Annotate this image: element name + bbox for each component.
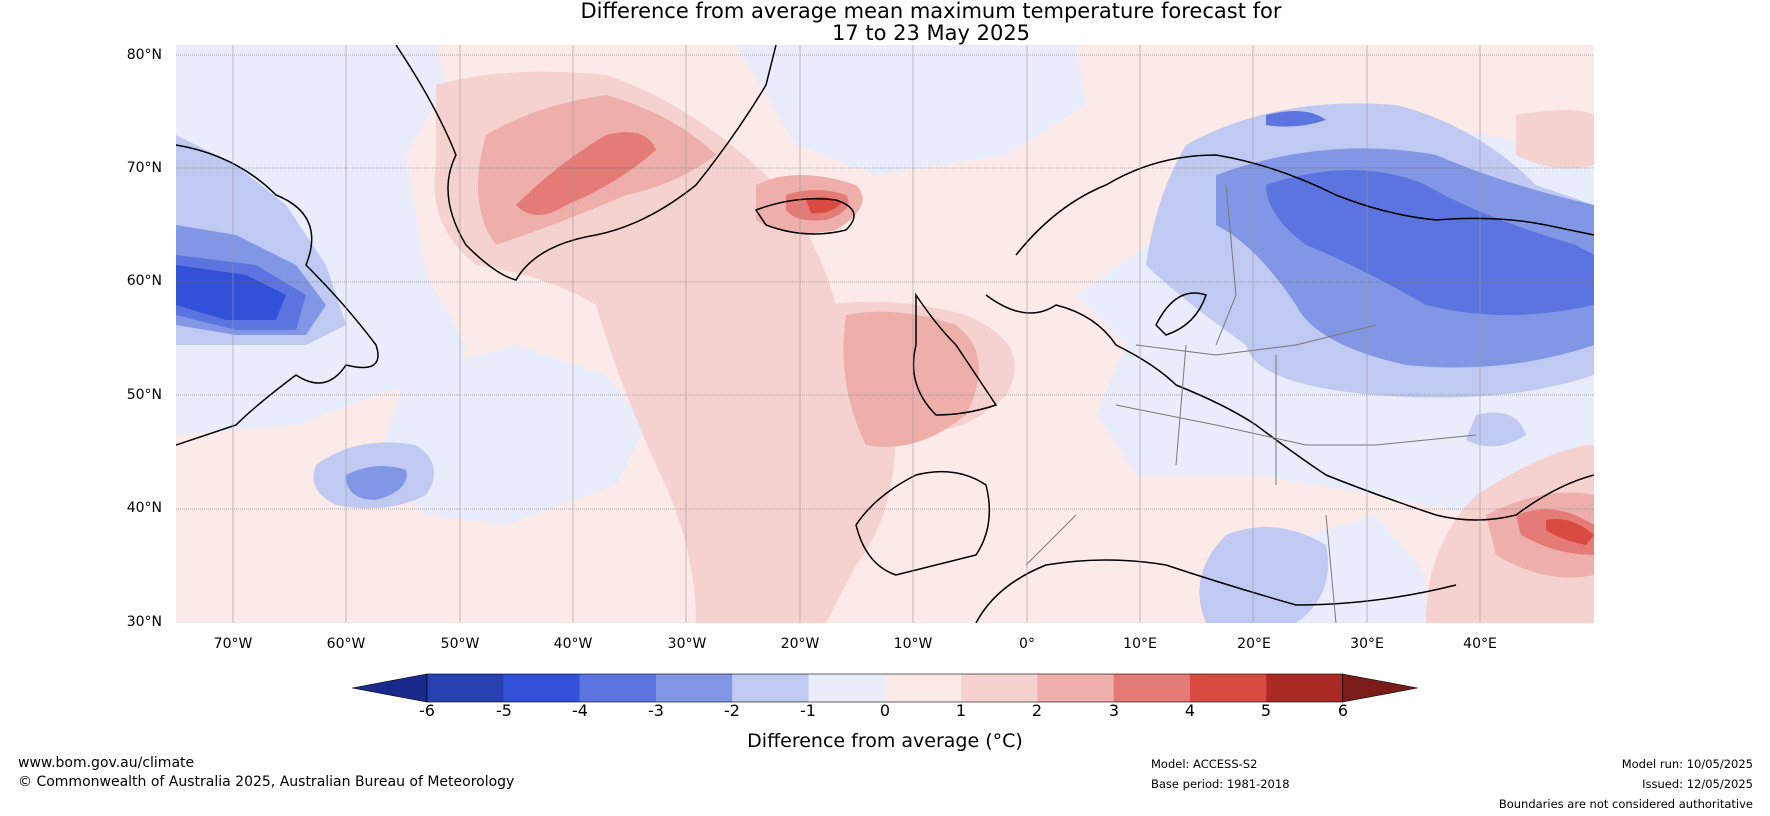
colorbar-tick: -6: [419, 701, 435, 720]
lat-label-70n: 70°N: [126, 160, 162, 176]
colorbar-tick: 5: [1260, 701, 1272, 720]
anomaly-fill-minus5: [176, 265, 286, 320]
colorbar-segment: [1037, 674, 1115, 702]
colorbar-label: Difference from average (°C): [747, 730, 1023, 752]
colorbar-tick: 1: [955, 701, 967, 720]
colorbar-tick: -4: [572, 701, 588, 720]
copyright-text: © Commonwealth of Australia 2025, Austra…: [18, 774, 515, 790]
colorbar-tick: -2: [724, 701, 740, 720]
anomaly-fill-plus5: [806, 197, 1594, 545]
lon-label-40e: 40°E: [1463, 636, 1497, 652]
colorbar-extend-high: [1342, 673, 1418, 703]
website-link[interactable]: www.bom.gov.au/climate: [18, 755, 195, 771]
meridians: [232, 45, 1481, 623]
colorbar-tick: -3: [648, 701, 664, 720]
lon-label-70w: 70°W: [213, 636, 253, 652]
forecast-map: [176, 45, 1594, 623]
colorbar: [352, 673, 1418, 703]
colorbar-segment: [961, 674, 1038, 702]
colorbar-frame: [426, 673, 1343, 703]
colorbar-tick: 0: [879, 701, 891, 720]
lat-label-40n: 40°N: [126, 500, 162, 516]
colorbar-tick: 6: [1337, 701, 1349, 720]
map-title-line1: Difference from average mean maximum tem…: [580, 0, 1282, 23]
colorbar-segment: [579, 674, 657, 702]
lat-label-50n: 50°N: [126, 387, 162, 403]
colorbar-segment: [732, 674, 809, 702]
colorbar-segment: [1266, 674, 1344, 702]
colorbar-tick: 4: [1184, 701, 1196, 720]
lon-label-0: 0°: [1019, 636, 1035, 652]
colorbar-tick: -1: [800, 701, 816, 720]
lon-label-50w: 50°W: [440, 636, 480, 652]
map-canvas: [176, 45, 1594, 623]
colorbar-tick: 3: [1108, 701, 1120, 720]
lat-label-80n: 80°N: [126, 47, 162, 63]
lon-label-10e: 10°E: [1123, 636, 1157, 652]
colorbar-extend-low: [352, 673, 428, 703]
lon-label-30e: 30°E: [1350, 636, 1384, 652]
base-period: Base period: 1981-2018: [1151, 777, 1290, 791]
colorbar-tick: 2: [1031, 701, 1043, 720]
colorbar-segment: [655, 674, 733, 702]
map-title-line2: 17 to 23 May 2025: [831, 21, 1031, 45]
colorbar-segment: [1190, 674, 1267, 702]
colorbar-segment: [1113, 674, 1191, 702]
lon-label-20w: 20°W: [780, 636, 820, 652]
colorbar-segment: [503, 674, 581, 702]
model-name: Model: ACCESS-S2: [1151, 757, 1258, 771]
lon-label-60w: 60°W: [326, 636, 366, 652]
colorbar-tick: -5: [496, 701, 512, 720]
colorbar-segment: [884, 674, 962, 702]
lat-label-30n: 30°N: [126, 614, 162, 630]
graticule: [176, 54, 1594, 510]
country-borders: [1025, 184, 1477, 623]
lon-label-20e: 20°E: [1237, 636, 1271, 652]
lon-label-40w: 40°W: [553, 636, 593, 652]
issued-date: Issued: 12/05/2025: [1642, 777, 1753, 791]
lon-label-30w: 30°W: [667, 636, 707, 652]
boundaries-disclaimer: Boundaries are not considered authoritat…: [1498, 797, 1753, 811]
coastlines: [176, 45, 1594, 623]
colorbar-segment: [427, 674, 504, 702]
model-run-date: Model run: 10/05/2025: [1621, 757, 1753, 771]
lon-label-10w: 10°W: [893, 636, 933, 652]
colorbar-segment: [808, 674, 886, 702]
lat-label-60n: 60°N: [126, 273, 162, 289]
